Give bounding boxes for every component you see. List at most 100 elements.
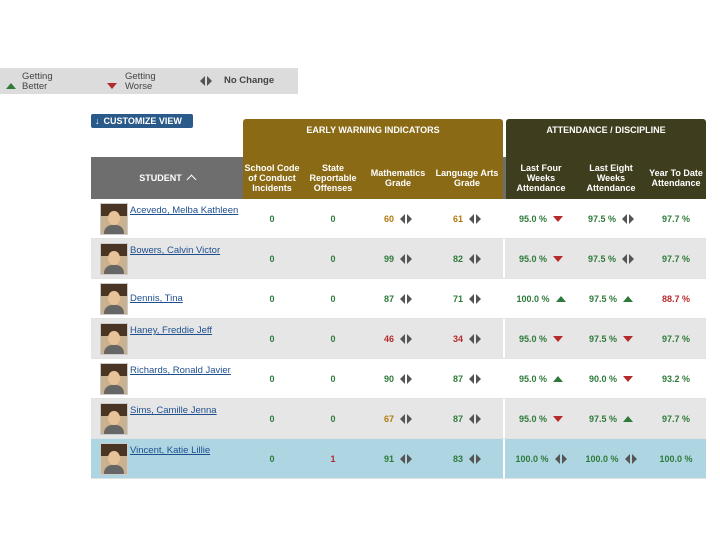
table-row[interactable]: Acevedo, Melba Kathleen 0 0 60 61 95.0 % 97.5 … bbox=[91, 199, 706, 239]
no-change-icon bbox=[400, 453, 412, 464]
no-change-icon bbox=[554, 453, 567, 464]
student-column-header[interactable]: STUDENT bbox=[91, 157, 243, 199]
offenses-cell: 0 bbox=[301, 319, 365, 358]
eight-weeks-column-header[interactable]: Last Eight Weeks Attendance bbox=[576, 157, 646, 199]
group-divider bbox=[503, 359, 505, 398]
conduct-value: 0 bbox=[269, 373, 275, 384]
arrow-down-icon bbox=[553, 215, 564, 222]
customize-view-button[interactable]: ↓ CUSTOMIZE VIEW bbox=[91, 114, 193, 128]
avatar bbox=[100, 243, 128, 275]
student-name-link[interactable]: Acevedo, Melba Kathleen bbox=[130, 205, 239, 216]
math-cell: 60 bbox=[365, 199, 431, 238]
ytd-value: 97.7 % bbox=[661, 213, 691, 224]
avatar bbox=[100, 403, 128, 435]
lang-value: 87 bbox=[452, 413, 463, 424]
math-cell: 90 bbox=[365, 359, 431, 398]
ytd-cell: 97.7 % bbox=[646, 239, 706, 278]
no-change-icon bbox=[469, 413, 481, 424]
conduct-cell: 0 bbox=[243, 319, 301, 358]
student-name-link[interactable]: Haney, Freddie Jeff bbox=[130, 325, 213, 336]
eight-cell: 100.0 % bbox=[576, 439, 646, 478]
arrow-down-icon bbox=[553, 255, 564, 262]
math-column-header[interactable]: Mathematics Grade bbox=[365, 157, 431, 199]
ytd-value: 100.0 % bbox=[659, 453, 693, 464]
table-row[interactable]: Richards, Ronald Javier 0 0 90 87 95.0 % 90.0 … bbox=[91, 359, 706, 399]
offenses-value: 0 bbox=[330, 293, 336, 304]
student-name-link[interactable]: Vincent, Katie Lillie bbox=[130, 445, 211, 456]
eight-cell: 97.5 % bbox=[576, 199, 646, 238]
offenses-cell: 0 bbox=[301, 399, 365, 438]
four-weeks-column-header[interactable]: Last Four Weeks Attendance bbox=[506, 157, 576, 199]
conduct-cell: 0 bbox=[243, 199, 301, 238]
ytd-value: 97.7 % bbox=[661, 413, 691, 424]
arrow-up-icon bbox=[553, 375, 564, 382]
math-value: 99 bbox=[383, 253, 394, 264]
ytd-column-header[interactable]: Year To Date Attendance bbox=[646, 157, 706, 199]
table-row[interactable]: Haney, Freddie Jeff 0 0 46 34 95.0 % 97.5 % 97.… bbox=[91, 319, 706, 359]
no-change-icon bbox=[400, 333, 412, 344]
offenses-cell: 0 bbox=[301, 359, 365, 398]
no-change-icon bbox=[469, 333, 481, 344]
table-row[interactable]: Bowers, Calvin Victor 0 0 99 82 95.0 % 97.5 % 9… bbox=[91, 239, 706, 279]
arrow-up-icon bbox=[6, 83, 16, 89]
offenses-value: 0 bbox=[330, 213, 336, 224]
lang-cell: 87 bbox=[431, 399, 503, 438]
offenses-cell: 0 bbox=[301, 199, 365, 238]
no-change-icon bbox=[622, 213, 635, 224]
conduct-column-header[interactable]: School Code of Conduct Incidents bbox=[243, 157, 301, 199]
no-change-icon bbox=[400, 213, 412, 224]
group-divider bbox=[503, 399, 505, 438]
eight-cell: 97.5 % bbox=[576, 319, 646, 358]
table-row[interactable]: Sims, Camille Jenna 0 0 67 87 95.0 % 97.5 % 97.… bbox=[91, 399, 706, 439]
lang-value: 83 bbox=[452, 453, 463, 464]
table-row[interactable]: Dennis, Tina 0 0 87 71 100.0 % 97.5 % 88.7 % bbox=[91, 279, 706, 319]
lang-value: 61 bbox=[452, 213, 463, 224]
eight-cell: 97.5 % bbox=[576, 279, 646, 318]
offenses-value: 1 bbox=[330, 453, 336, 464]
four-value: 100.0 % bbox=[516, 293, 550, 304]
student-name-link[interactable]: Dennis, Tina bbox=[130, 293, 183, 304]
no-change-icon bbox=[200, 76, 212, 86]
no-change-icon bbox=[469, 253, 481, 264]
student-header-label: STUDENT bbox=[139, 173, 182, 183]
ytd-cell: 97.7 % bbox=[646, 399, 706, 438]
no-change-icon bbox=[622, 253, 635, 264]
conduct-cell: 0 bbox=[243, 399, 301, 438]
student-name-link[interactable]: Richards, Ronald Javier bbox=[130, 365, 231, 376]
ytd-cell: 88.7 % bbox=[646, 279, 706, 318]
four-value: 95.0 % bbox=[518, 333, 548, 344]
group-divider bbox=[503, 439, 505, 478]
table-row[interactable]: Vincent, Katie Lillie 0 1 91 83 100.0 % 100.0 … bbox=[91, 439, 706, 479]
four-value: 95.0 % bbox=[518, 213, 548, 224]
group-divider bbox=[503, 279, 505, 318]
no-change-icon bbox=[400, 413, 412, 424]
group-divider bbox=[503, 199, 505, 238]
arrow-down-icon bbox=[623, 375, 634, 382]
avatar bbox=[100, 323, 128, 355]
language-arts-column-header[interactable]: Language Arts Grade bbox=[431, 157, 503, 199]
conduct-value: 0 bbox=[269, 293, 275, 304]
eight-cell: 90.0 % bbox=[576, 359, 646, 398]
no-change-icon bbox=[469, 213, 481, 224]
student-name-link[interactable]: Bowers, Calvin Victor bbox=[130, 245, 221, 256]
four-value: 95.0 % bbox=[518, 373, 548, 384]
lang-value: 87 bbox=[452, 373, 463, 384]
offenses-value: 0 bbox=[330, 413, 336, 424]
eight-cell: 97.5 % bbox=[576, 239, 646, 278]
math-value: 60 bbox=[383, 213, 394, 224]
group-divider bbox=[503, 239, 505, 278]
lang-cell: 82 bbox=[431, 239, 503, 278]
no-change-icon bbox=[469, 293, 481, 304]
conduct-cell: 0 bbox=[243, 359, 301, 398]
offenses-column-header[interactable]: State Reportable Offenses bbox=[301, 157, 365, 199]
math-cell: 87 bbox=[365, 279, 431, 318]
conduct-value: 0 bbox=[269, 333, 275, 344]
sort-ascending-icon bbox=[186, 174, 197, 185]
ytd-cell: 100.0 % bbox=[646, 439, 706, 478]
four-cell: 95.0 % bbox=[506, 199, 576, 238]
avatar bbox=[100, 363, 128, 395]
four-cell: 100.0 % bbox=[506, 279, 576, 318]
student-name-link[interactable]: Sims, Camille Jenna bbox=[130, 405, 217, 416]
avatar bbox=[100, 203, 128, 235]
eight-value: 100.0 % bbox=[585, 453, 619, 464]
